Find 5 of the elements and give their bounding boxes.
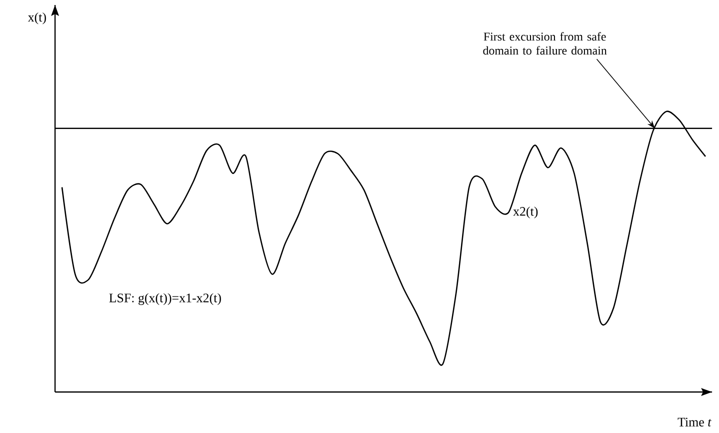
series-label: x2(t) bbox=[513, 206, 538, 218]
text: First excursion from safe domain to failure domain bbox=[483, 32, 607, 55]
text: x(t) bbox=[28, 12, 46, 24]
annotation: LSF: g(x(t))=x1-x2(t) bbox=[109, 293, 221, 305]
x-axis-title: Time t bbox=[678, 418, 712, 426]
